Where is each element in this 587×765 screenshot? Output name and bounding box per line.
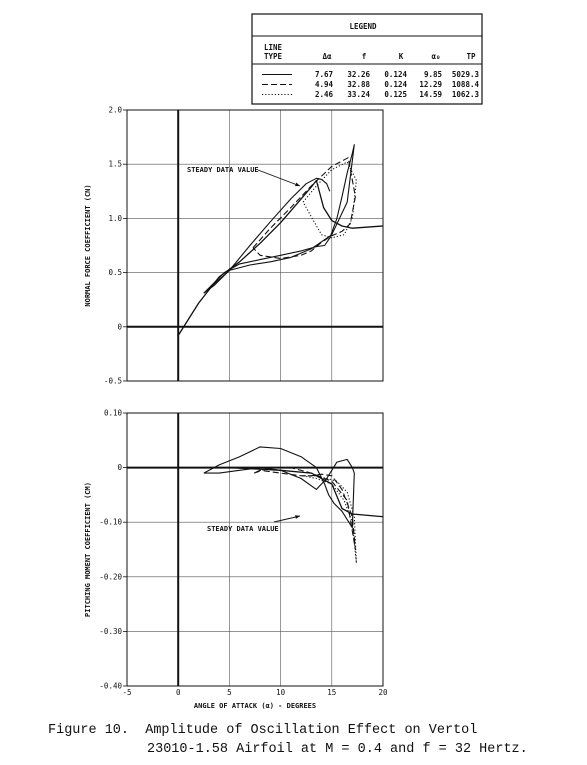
legend-cell: 2.46 bbox=[315, 90, 334, 99]
legend-cell: 5029.3 bbox=[452, 70, 480, 79]
y-tick-label: -0.20 bbox=[99, 572, 122, 581]
series-line-solid-2 bbox=[203, 177, 331, 294]
legend-rows: 7.67 32.26 0.124 9.85 5029.3 4.94 32.88 0.124 12… bbox=[262, 70, 479, 99]
series-line-solid-1 bbox=[203, 446, 355, 529]
legend-cell: 0.124 bbox=[384, 70, 407, 79]
y-tick-label: -0.10 bbox=[99, 518, 122, 527]
pitching-moment-chart: -0.40 -0.30 -0.20 -0.10 0 0.10 -5 0 5 10 15 20 ANGLE… bbox=[84, 409, 388, 711]
legend-cell: 0.125 bbox=[384, 90, 407, 99]
legend-cell: 32.88 bbox=[347, 80, 370, 89]
x-axis-label: ANGLE OF ATTACK (α) - DEGREES bbox=[194, 702, 316, 710]
plot-frame bbox=[126, 412, 384, 687]
y-tick-label: -0.40 bbox=[99, 682, 122, 691]
y-axis-label: PITCHING MOMENT COEFFICIENT (CM) bbox=[84, 482, 92, 617]
y-tick-label: 0.5 bbox=[108, 268, 122, 277]
legend-header-linetype-2: TYPE bbox=[264, 52, 283, 61]
legend-header-f: f bbox=[362, 52, 367, 61]
legend-title: LEGEND bbox=[349, 22, 377, 31]
legend-header-k: K bbox=[399, 52, 404, 61]
x-tick-label: 0 bbox=[176, 688, 181, 697]
legend-cell: 0.124 bbox=[384, 80, 407, 89]
x-tick-label: -5 bbox=[122, 688, 131, 697]
annotation-arrowhead bbox=[295, 182, 300, 187]
legend-cell: 32.26 bbox=[347, 70, 370, 79]
x-tick-label: 5 bbox=[227, 688, 232, 697]
y-tick-label: 1.0 bbox=[108, 214, 122, 223]
series-line-dotted-3 bbox=[302, 475, 357, 564]
legend-cell: 1088.4 bbox=[452, 80, 480, 89]
y-tick-label: -0.5 bbox=[104, 377, 122, 386]
legend: LEGEND LINE TYPE Δα f K α₀ TP 7.67 32.26 0… bbox=[251, 13, 483, 105]
x-tick-label: 15 bbox=[327, 688, 336, 697]
y-tick-label: 0 bbox=[117, 463, 122, 472]
caption-line-1: Figure 10. Amplitude of Oscillation Effe… bbox=[48, 723, 478, 738]
annotation-leader bbox=[257, 169, 301, 187]
legend-cell: 14.59 bbox=[419, 90, 442, 99]
legend-header-a0: α₀ bbox=[431, 52, 440, 61]
x-tick-label: 10 bbox=[276, 688, 286, 697]
series-line-dashed-3 bbox=[252, 157, 356, 260]
legend-cell: 4.94 bbox=[315, 80, 334, 89]
x-tick-label: 20 bbox=[378, 688, 388, 697]
series-line-dashed-2 bbox=[253, 467, 356, 551]
legend-header-tp: TP bbox=[466, 52, 476, 61]
y-tick-label: 2.0 bbox=[108, 106, 122, 115]
y-tick-label: 0 bbox=[117, 322, 122, 331]
figure-caption: Figure 10. Amplitude of Oscillation Effe… bbox=[48, 721, 578, 759]
series-line-steady-0 bbox=[127, 466, 384, 518]
plot-frame bbox=[126, 109, 384, 382]
y-axis-label: NORMAL FORCE COEFFICIENT (CN) bbox=[84, 184, 92, 306]
annotation-arrowhead bbox=[295, 515, 300, 519]
legend-header-linetype-1: LINE bbox=[264, 43, 283, 52]
legend-cell: 9.85 bbox=[424, 70, 442, 79]
legend-cell: 33.24 bbox=[347, 90, 370, 99]
caption-line-2: 23010-1.58 Airfoil at M = 0.4 and f = 32… bbox=[147, 742, 528, 757]
legend-cell: 7.67 bbox=[315, 70, 333, 79]
steady-data-annotation: STEADY DATA VALUE bbox=[207, 525, 279, 533]
series-line-solid-1 bbox=[203, 144, 355, 294]
y-tick-label: 1.5 bbox=[108, 160, 122, 169]
y-tick-label: 0.10 bbox=[104, 409, 123, 418]
y-tick-label: -0.30 bbox=[99, 627, 122, 636]
normal-force-chart: -0.5 0 0.5 1.0 1.5 2.0 NORMAL FORCE COEFFICIEN… bbox=[84, 106, 384, 386]
legend-cell: 1062.3 bbox=[452, 90, 480, 99]
series-line-dotted-4 bbox=[302, 161, 357, 239]
legend-frame bbox=[251, 13, 483, 105]
legend-header-da: Δα bbox=[322, 52, 332, 61]
legend-cell: 12.29 bbox=[419, 80, 442, 89]
steady-data-annotation: STEADY DATA VALUE bbox=[187, 166, 259, 174]
